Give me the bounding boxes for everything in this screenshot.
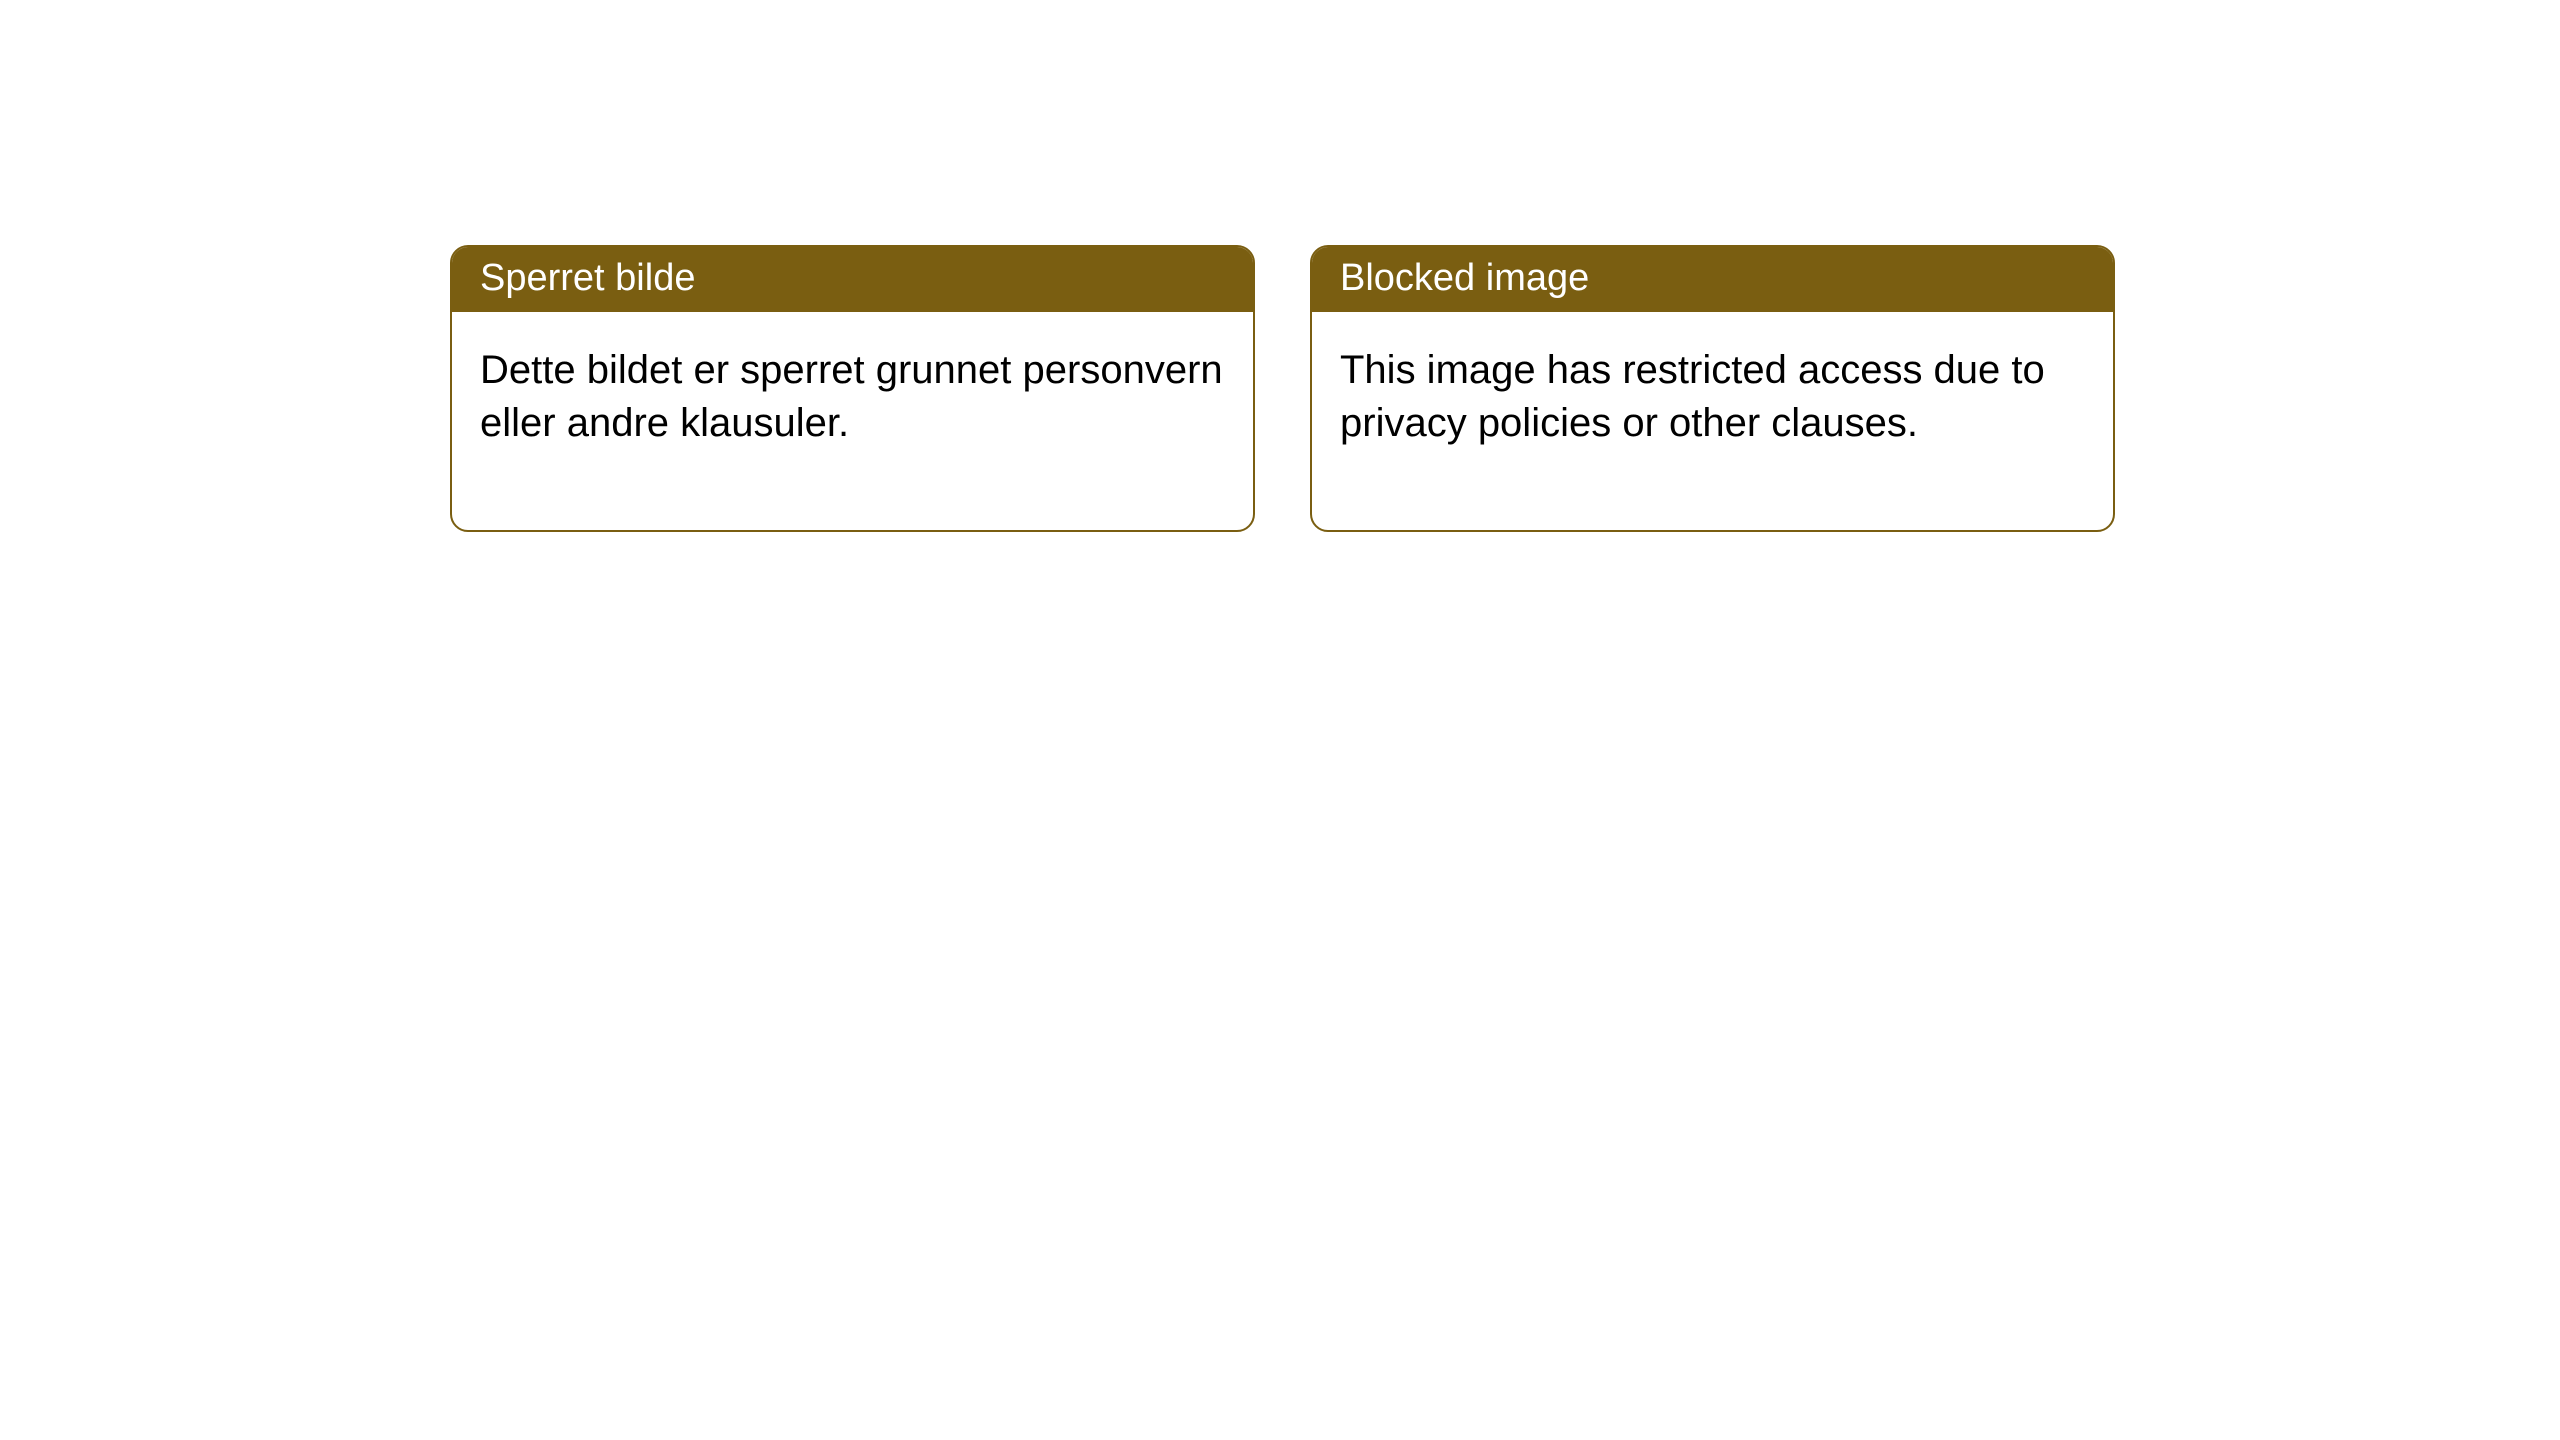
- notice-card-english: Blocked image This image has restricted …: [1310, 245, 2115, 532]
- notice-card-title: Sperret bilde: [452, 247, 1253, 312]
- notice-card-body: This image has restricted access due to …: [1312, 312, 2113, 530]
- notice-container: Sperret bilde Dette bildet er sperret gr…: [0, 0, 2560, 532]
- notice-card-norwegian: Sperret bilde Dette bildet er sperret gr…: [450, 245, 1255, 532]
- notice-card-title: Blocked image: [1312, 247, 2113, 312]
- notice-card-body: Dette bildet er sperret grunnet personve…: [452, 312, 1253, 530]
